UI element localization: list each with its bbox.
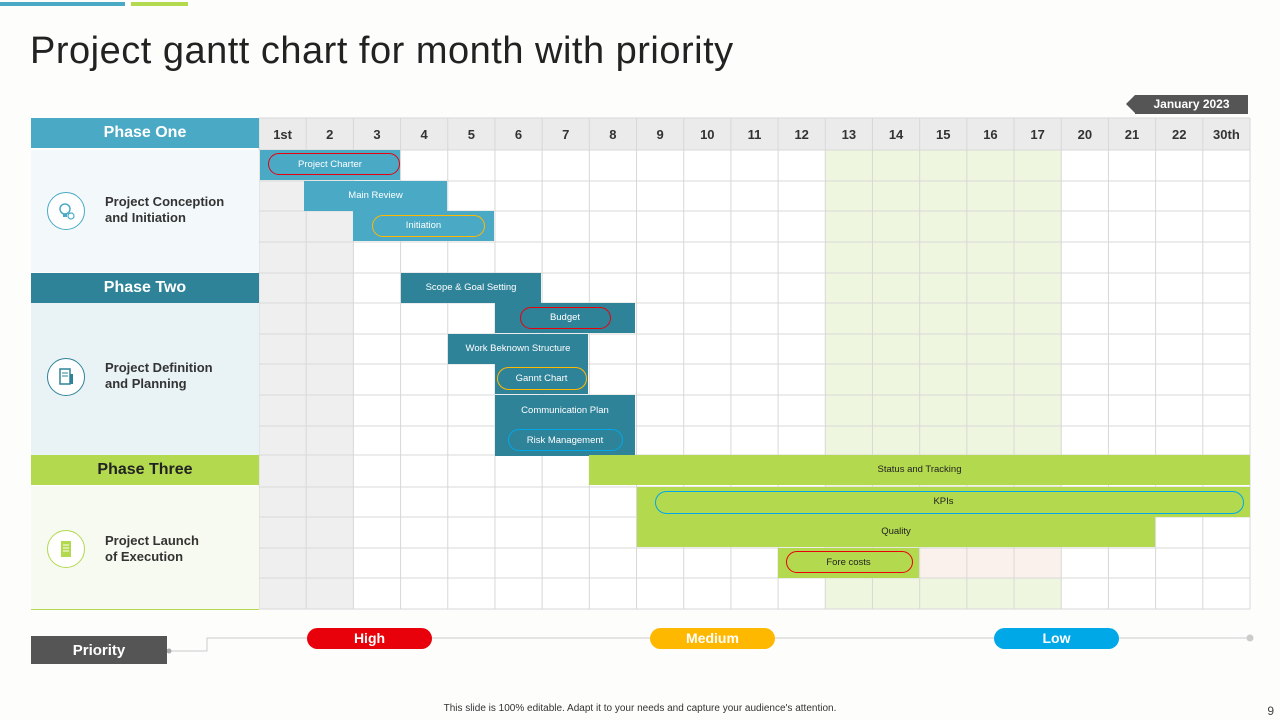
day-label: 12 (794, 127, 808, 142)
task-label: Main Review (348, 190, 403, 201)
top-accent-green (131, 2, 188, 6)
month-arrow-icon (1126, 95, 1135, 113)
task-bar-comm-plan[interactable]: Communication Plan (495, 395, 635, 426)
day-label: 17 (1030, 127, 1044, 142)
day-label: 4 (421, 127, 429, 142)
task-label: Budget (549, 312, 581, 323)
phase-two-header: Phase Two (31, 273, 259, 303)
month-label: January 2023 (1135, 95, 1248, 114)
priority-label: Priority (31, 636, 167, 664)
task-bar-project-charter[interactable]: Project Charter (260, 150, 400, 180)
task-label: Fore costs (826, 557, 871, 568)
task-label: Initiation (405, 220, 442, 231)
day-label: 2 (326, 127, 333, 142)
priority-oval-low (508, 429, 623, 451)
phase-one-header: Phase One (31, 118, 259, 148)
page-number: 9 (1267, 704, 1274, 718)
priority-oval-high (268, 153, 400, 175)
priority-medium-pill: Medium (650, 628, 775, 649)
task-label: Risk Management (526, 435, 604, 446)
task-bar-main-review[interactable]: Main Review (304, 181, 447, 211)
phase-three-description-line2: of Execution (105, 549, 184, 564)
priority-oval-medium (497, 367, 587, 390)
day-label: 21 (1125, 127, 1139, 142)
phase-three-description: Project Launch of Execution (105, 533, 199, 565)
day-label: 3 (373, 127, 380, 142)
task-label: Scope & Goal Setting (425, 282, 517, 293)
task-label: Gannt Chart (515, 373, 568, 384)
task-label: Status and Tracking (877, 464, 962, 475)
phase-two-body: Project Definition and Planning (31, 303, 259, 455)
day-label: 13 (842, 127, 856, 142)
phase-one-description-line1: Project Conception (105, 194, 225, 209)
day-label: 14 (889, 127, 904, 142)
page-title: Project gantt chart for month with prior… (30, 30, 734, 72)
phase-two-description-line2: and Planning (105, 376, 187, 391)
task-label: Quality (881, 526, 911, 537)
task-bar-quality[interactable]: Quality (637, 517, 1155, 547)
day-label: 5 (468, 127, 475, 142)
phase-three-body: Project Launch of Execution (31, 486, 259, 610)
day-label: 30th (1213, 127, 1240, 142)
day-label: 9 (657, 127, 664, 142)
task-bar-scope-goal[interactable]: Scope & Goal Setting (401, 273, 541, 303)
phase-two-description: Project Definition and Planning (105, 360, 213, 392)
phase-three-description-line1: Project Launch (105, 533, 199, 548)
priority-high-pill: High (307, 628, 432, 649)
day-label: 7 (562, 127, 569, 142)
priority-oval-medium (372, 215, 485, 237)
priority-oval-high (786, 551, 913, 573)
priority-oval-high (520, 307, 611, 329)
planning-document-icon (47, 358, 85, 396)
footer-note: This slide is 100% editable. Adapt it to… (443, 703, 837, 714)
phase-one-description: Project Conception and Initiation (105, 194, 224, 226)
task-bar-status-tracking[interactable]: Status and Tracking (589, 455, 1250, 485)
day-label: 11 (748, 127, 762, 142)
task-label: Work Beknown Structure (465, 343, 571, 354)
day-label: 1st (273, 127, 292, 142)
task-bar-kpis[interactable]: KPIs (637, 487, 1250, 517)
day-label: 8 (609, 127, 616, 142)
day-label: 6 (515, 127, 522, 142)
task-bar-forecosts[interactable]: Fore costs (778, 548, 919, 578)
phase-one-body: Project Conception and Initiation (31, 150, 259, 272)
top-accent-blue (0, 2, 125, 6)
day-label: 15 (936, 127, 950, 142)
day-label: 22 (1172, 127, 1186, 142)
phase-two-description-line1: Project Definition (105, 360, 213, 375)
task-label: Communication Plan (521, 405, 609, 416)
task-label: Project Charter (298, 159, 362, 170)
priority-oval-low (655, 491, 1244, 514)
day-label: 16 (983, 127, 997, 142)
phase-three-header: Phase Three (31, 455, 259, 485)
task-label: KPIs (933, 496, 954, 507)
launch-document-icon (47, 530, 85, 568)
priority-low-pill: Low (994, 628, 1119, 649)
day-label: 10 (700, 127, 714, 142)
phase-one-description-line2: and Initiation (105, 210, 186, 225)
idea-gear-icon (47, 192, 85, 230)
day-label: 20 (1078, 127, 1092, 142)
task-bar-wbs[interactable]: Work Beknown Structure (448, 334, 588, 364)
